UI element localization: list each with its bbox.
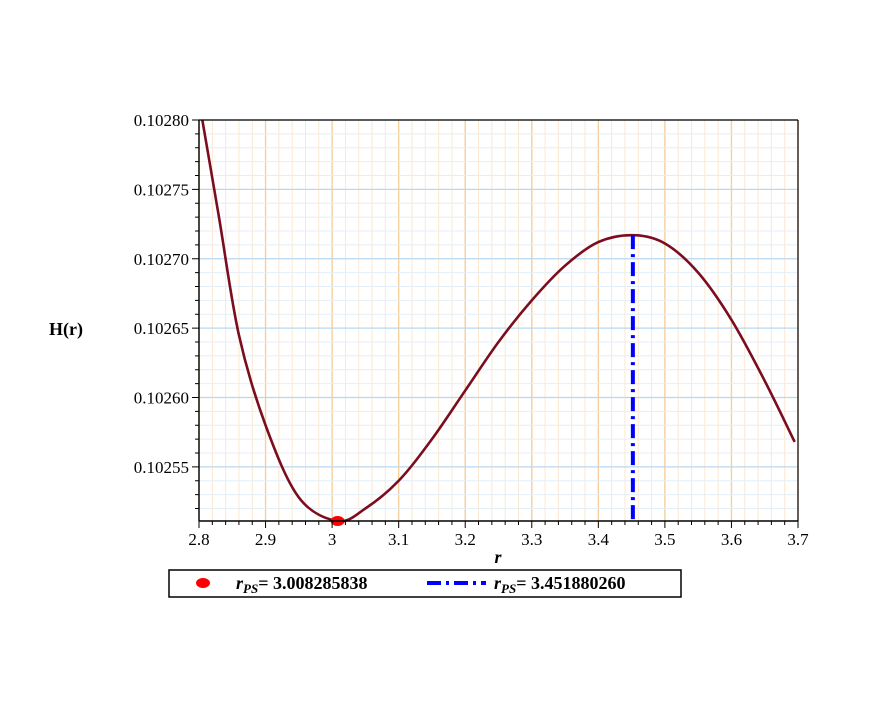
y-tick-label: 0.10270	[134, 250, 189, 269]
y-tick-label: 0.10265	[134, 319, 189, 338]
legend-swatch-point	[196, 578, 210, 588]
series-line-0	[201, 119, 796, 523]
x-tick-label: 3.1	[388, 530, 409, 549]
y-tick-label: 0.10255	[134, 458, 189, 477]
x-tick-label: 3.4	[588, 530, 610, 549]
legend-label: rPS= 3.451880260	[494, 573, 625, 596]
x-tick-label: 3.2	[455, 530, 476, 549]
legend-item-point: rPS= 3.008285838	[196, 573, 367, 596]
x-tick-label: 3.6	[721, 530, 742, 549]
x-axis-label: r	[494, 547, 502, 567]
x-tick-label: 2.9	[255, 530, 276, 549]
legend-box	[168, 569, 682, 598]
y-tick-label: 0.10280	[134, 111, 189, 130]
x-tick-label: 3.5	[654, 530, 675, 549]
y-tick-label: 0.10260	[134, 389, 189, 408]
series-layer	[201, 119, 796, 526]
tick-labels: 2.8 2.9 3 3.1 3.2 3.3 3.4 3.5 3.6 3.7 0.10255 0.102…	[134, 111, 809, 549]
legend: rPS= 3.008285838 rPS= 3.451880260	[168, 569, 682, 598]
grid	[198, 119, 799, 521]
legend-label: rPS= 3.008285838	[236, 573, 367, 596]
x-tick-label: 3	[328, 530, 337, 549]
axes	[198, 119, 799, 522]
y-axis-label: H(r)	[49, 319, 83, 340]
x-tick-label: 3.7	[787, 530, 809, 549]
x-tick-label: 2.8	[188, 530, 209, 549]
y-tick-label: 0.10275	[134, 180, 189, 199]
x-tick-label: 3.3	[521, 530, 542, 549]
legend-item-line: rPS= 3.451880260	[427, 573, 625, 596]
